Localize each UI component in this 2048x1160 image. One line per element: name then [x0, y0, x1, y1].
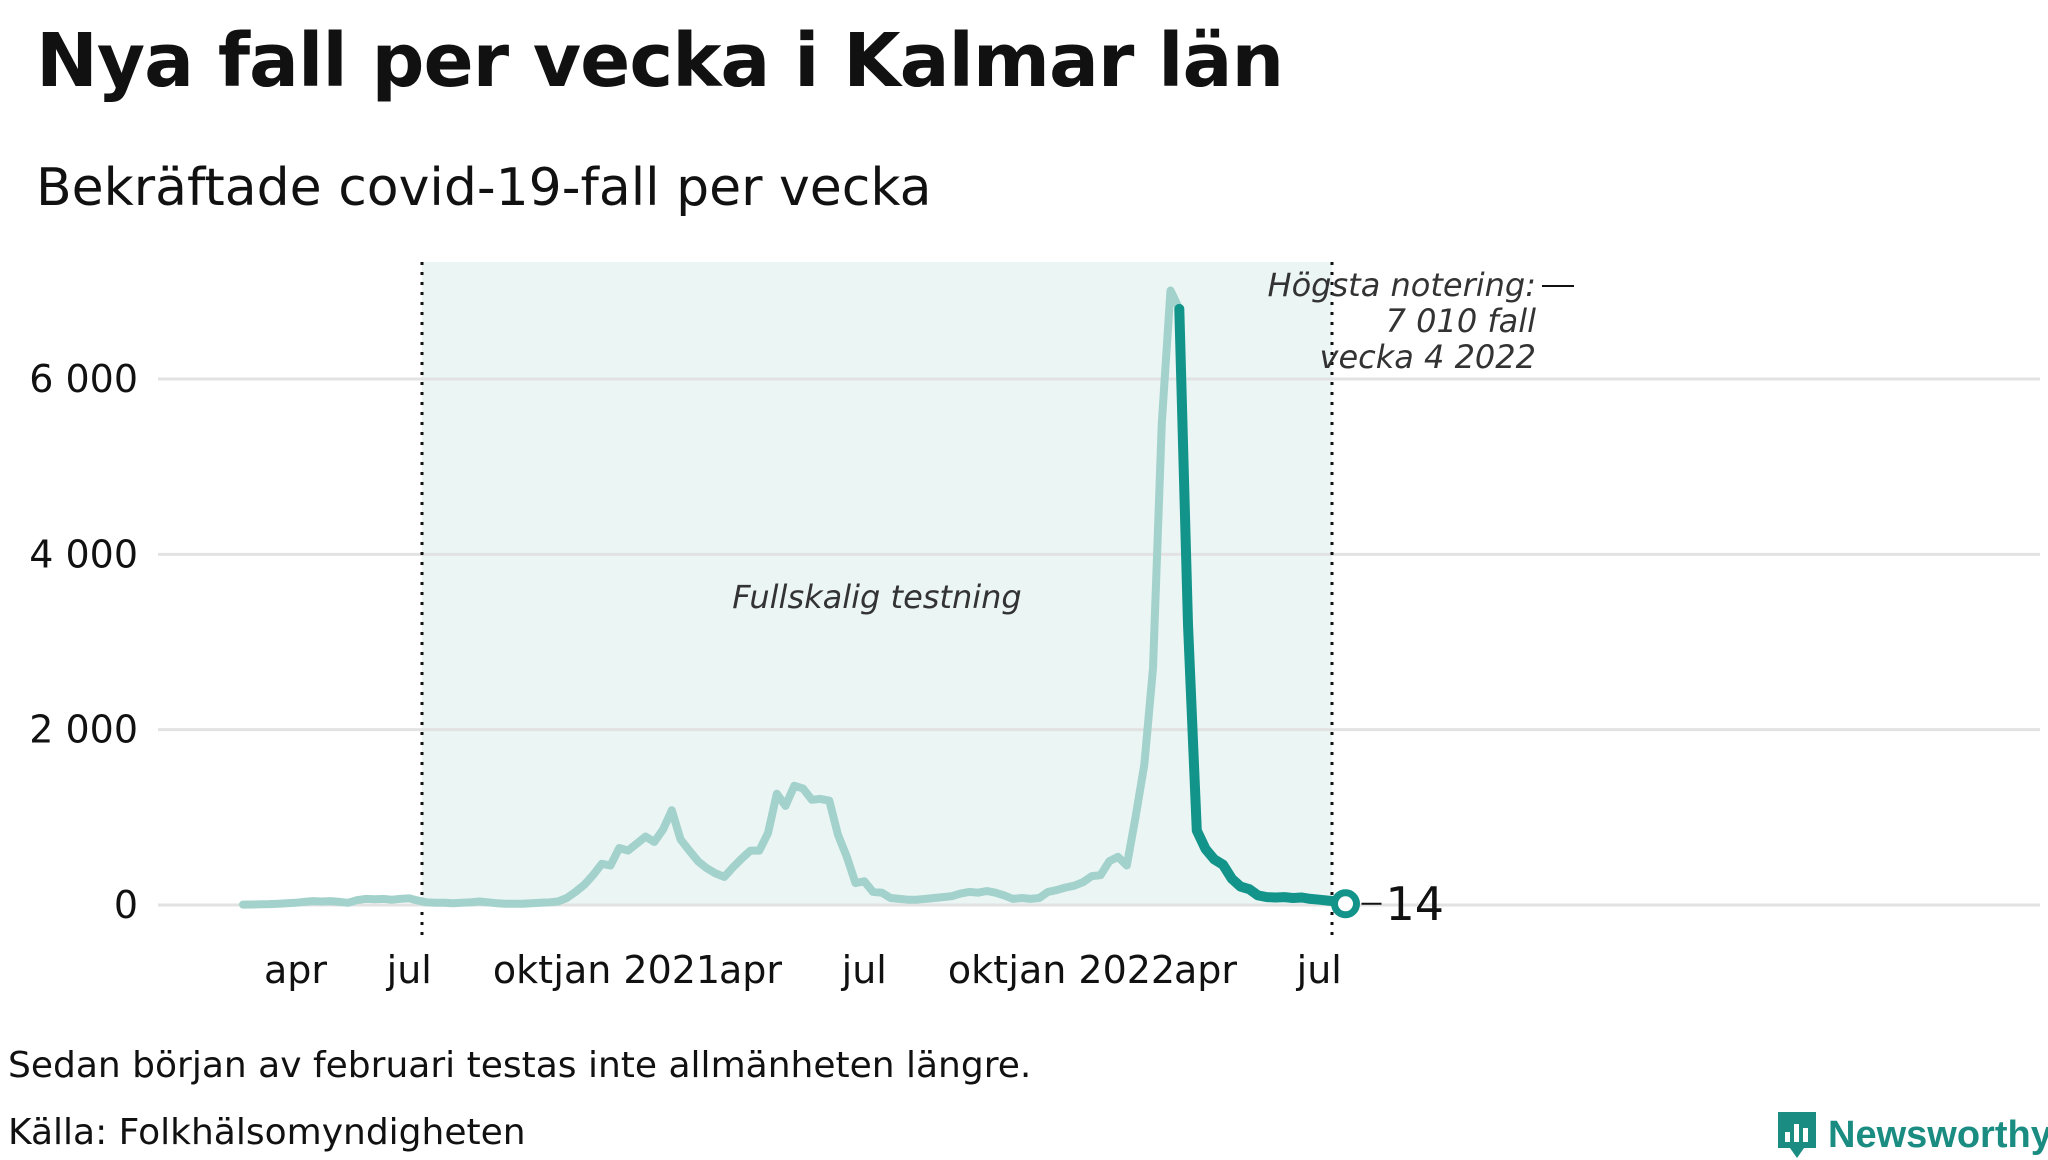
chart-subtitle: Bekräftade covid-19-fall per vecka	[36, 158, 932, 218]
x-tick-label: okt	[493, 948, 553, 992]
x-tick-label: jul	[386, 948, 432, 992]
x-tick-label: jul	[841, 948, 887, 992]
chart-title: Nya fall per vecka i Kalmar län	[36, 18, 1284, 104]
x-tick-label: apr	[719, 948, 782, 992]
peak-annotation-line: Högsta notering:	[1268, 266, 1536, 304]
y-tick-label: 6 000	[29, 357, 138, 401]
x-tick-label: apr	[1174, 948, 1237, 992]
last-value-label: 14	[1386, 877, 1445, 931]
x-tick-label: okt	[948, 948, 1008, 992]
y-axis-labels: 0 2 000 4 000 6 000	[29, 357, 138, 927]
x-tick-label: jan 2022	[1007, 948, 1175, 992]
peak-annotation-line: vecka 4 2022	[1320, 338, 1537, 376]
shaded-period-label: Fullskalig testning	[732, 578, 1021, 616]
source-label: Källa: Folkhälsomyndigheten	[8, 1112, 526, 1153]
y-tick-label: 2 000	[29, 708, 138, 752]
y-tick-label: 4 000	[29, 532, 138, 576]
brand-name: Newsworthy	[1828, 1113, 2048, 1156]
newsworthy-icon	[1778, 1112, 1816, 1158]
series-line-current	[1174, 303, 1351, 909]
brand-logo: Newsworthy	[1776, 1110, 2048, 1160]
y-tick-label: 0	[114, 883, 138, 927]
footnote: Sedan början av februari testas inte all…	[8, 1045, 1032, 1086]
x-tick-label: apr	[264, 948, 327, 992]
last-value-marker	[1331, 889, 1360, 919]
series-line-testing-period	[239, 286, 1184, 909]
peak-annotation-line: 7 010 fall	[1386, 302, 1537, 340]
x-tick-label: jul	[1296, 948, 1342, 992]
x-tick-label: jan 2021	[552, 948, 720, 992]
